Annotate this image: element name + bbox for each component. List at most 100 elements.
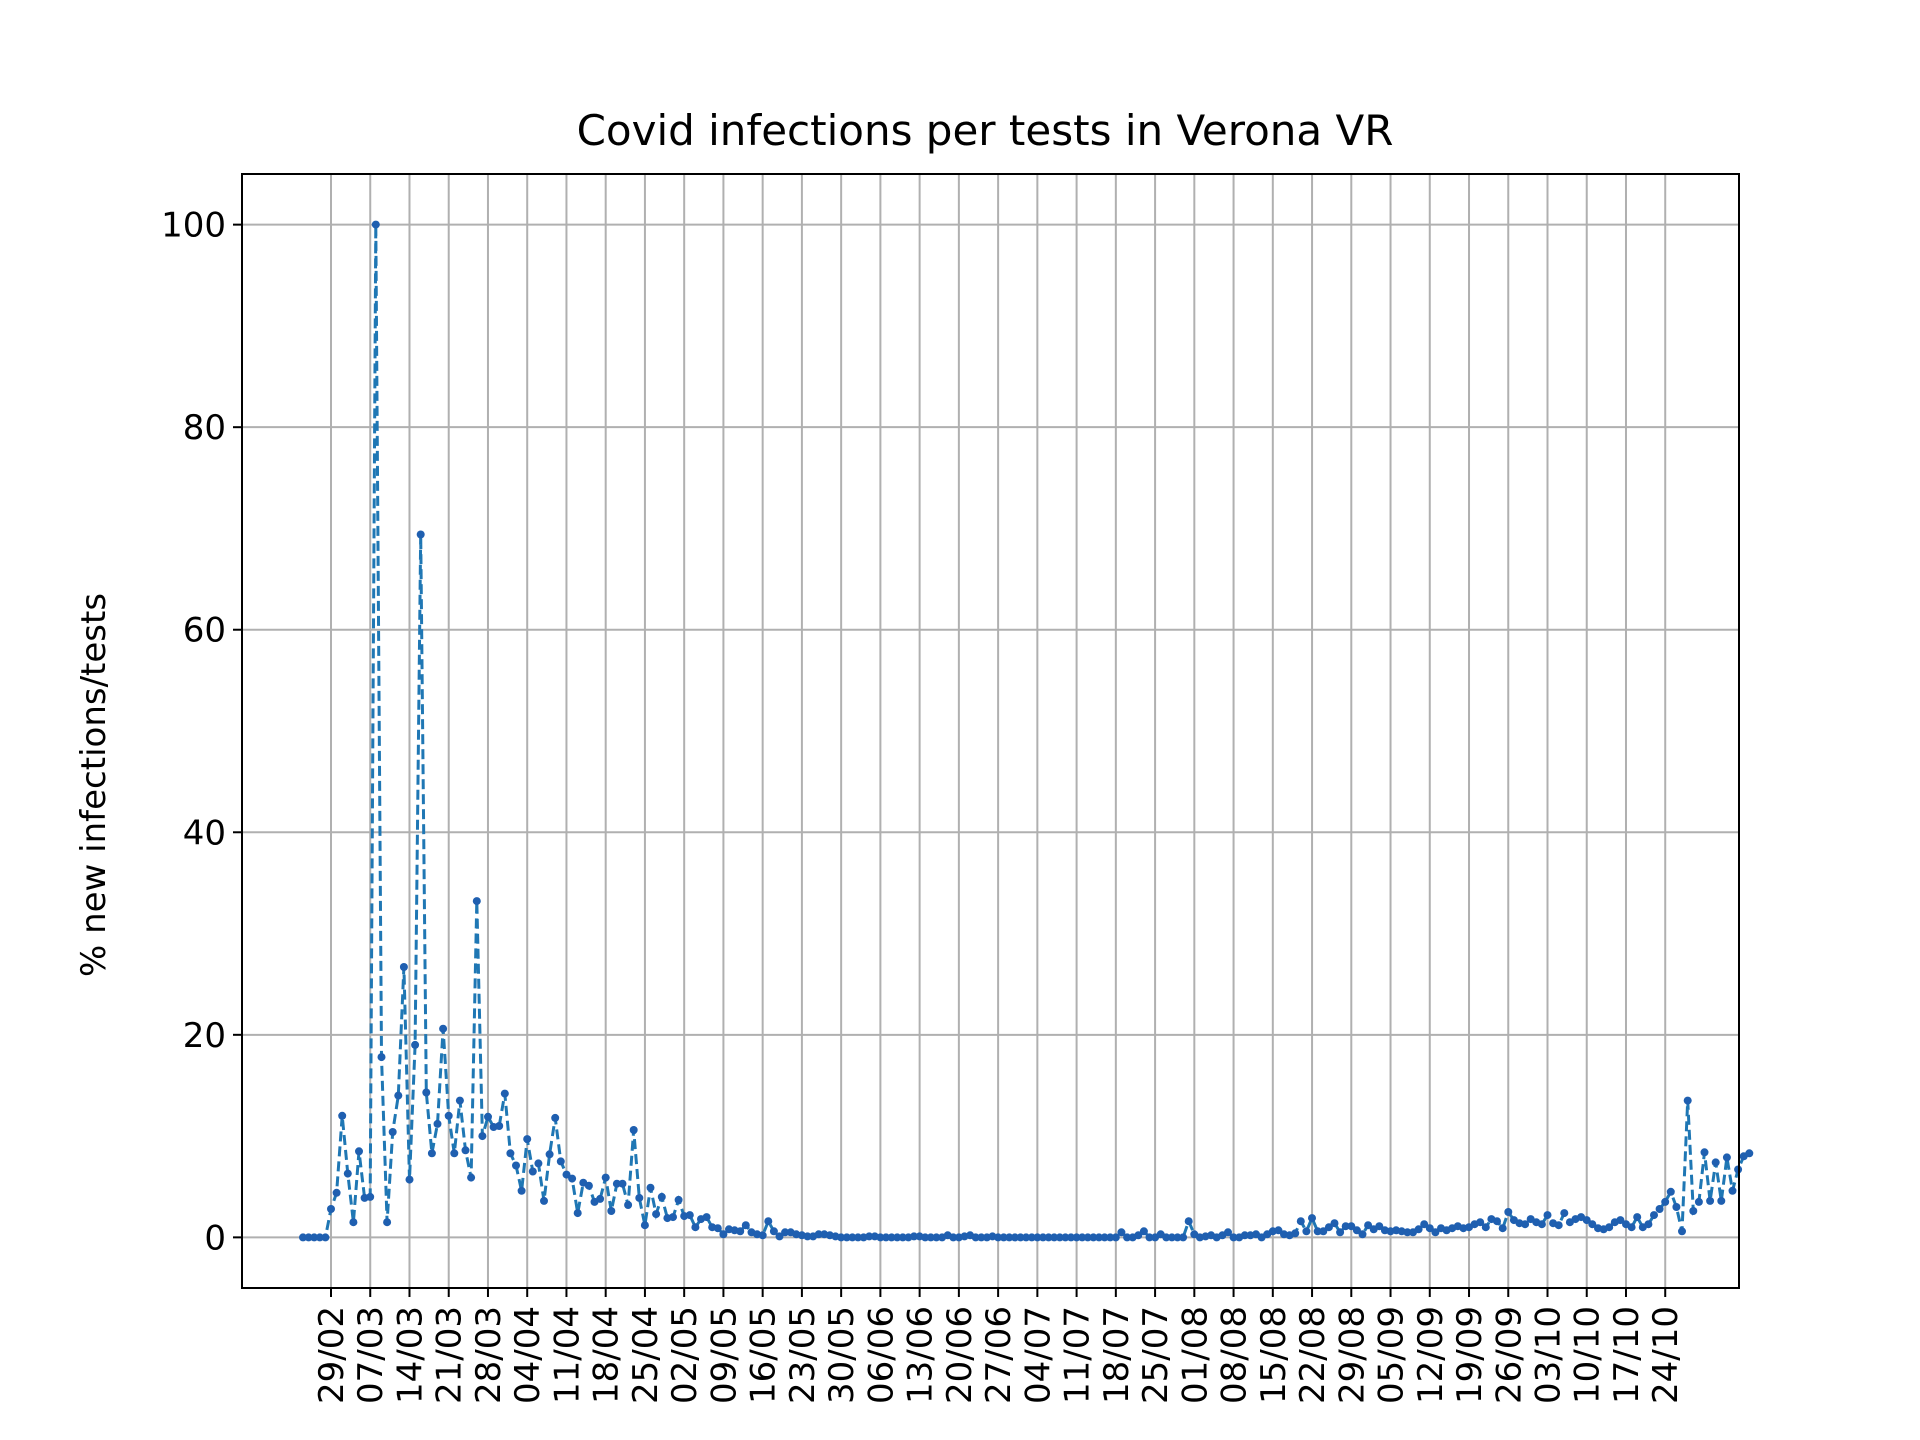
x-axis-ticks: 29/02 07/03 14/03 21/03 28/03 04/04 11/04 18/04…	[312, 1288, 1686, 1404]
data-point	[388, 1128, 397, 1136]
data-point	[1689, 1207, 1698, 1215]
data-point	[1296, 1217, 1305, 1226]
data-point	[455, 1096, 464, 1105]
data-point	[999, 1233, 1008, 1242]
data-point	[1375, 1222, 1384, 1231]
series-line	[303, 224, 1751, 1240]
data-point	[355, 1147, 363, 1156]
y-tick-label: 0	[204, 1218, 226, 1258]
data-point	[512, 1161, 520, 1170]
y-tick-label: 40	[183, 813, 226, 853]
x-tick-label: 04/04	[508, 1306, 548, 1404]
data-point	[1016, 1233, 1025, 1242]
data-point	[1728, 1186, 1737, 1195]
data-point	[635, 1193, 644, 1202]
data-point	[971, 1233, 980, 1242]
y-tick-label: 100	[161, 206, 226, 246]
data-point	[1644, 1220, 1653, 1229]
data-point	[601, 1173, 610, 1182]
data-point	[1504, 1208, 1513, 1216]
data-point	[1706, 1196, 1715, 1205]
data-point	[854, 1233, 862, 1242]
data-point	[736, 1227, 745, 1236]
x-tick-label: 05/09	[1372, 1306, 1412, 1404]
data-point	[926, 1233, 935, 1242]
data-point	[893, 1233, 902, 1242]
data-point	[814, 1230, 823, 1239]
data-point	[803, 1232, 812, 1241]
data-point	[1010, 1233, 1019, 1242]
data-point	[495, 1122, 504, 1130]
x-tick-label: 04/07	[1018, 1306, 1058, 1404]
x-tick-label: 01/08	[1175, 1306, 1215, 1404]
data-point	[1352, 1226, 1361, 1235]
data-point	[921, 1233, 930, 1242]
data-point	[411, 1040, 420, 1049]
data-point	[1302, 1227, 1311, 1236]
data-point	[545, 1150, 554, 1159]
data-point	[1033, 1233, 1042, 1242]
data-point	[1324, 1223, 1333, 1232]
y-gridlines	[242, 223, 1739, 1239]
data-point	[1358, 1230, 1367, 1239]
data-point	[1067, 1233, 1075, 1242]
data-point	[1341, 1222, 1350, 1231]
data-point	[1745, 1149, 1754, 1158]
x-tick-label: 08/08	[1215, 1306, 1255, 1404]
data-point	[1661, 1197, 1670, 1206]
data-point	[422, 1088, 431, 1097]
data-point	[461, 1146, 470, 1155]
data-point	[1717, 1196, 1726, 1205]
x-tick-label: 25/07	[1136, 1306, 1176, 1404]
x-tick-label: 29/02	[312, 1306, 352, 1404]
data-point	[433, 1119, 442, 1128]
data-point	[1027, 1233, 1036, 1242]
data-point	[842, 1233, 851, 1242]
data-point	[781, 1228, 790, 1237]
x-tick-label: 21/03	[430, 1306, 470, 1404]
y-tick-label: 60	[183, 611, 226, 651]
data-point	[573, 1209, 582, 1218]
data-point	[1117, 1228, 1126, 1237]
data-point	[1184, 1217, 1193, 1226]
data-point	[1083, 1233, 1092, 1242]
x-tick-label: 28/03	[469, 1306, 509, 1404]
x-tick-label: 16/05	[744, 1306, 784, 1404]
data-point	[310, 1233, 319, 1242]
data-point	[394, 1091, 403, 1100]
x-tick-label: 20/06	[940, 1306, 980, 1404]
data-point	[1537, 1220, 1546, 1229]
chart-title: Covid infections per tests in Verona VR	[577, 106, 1394, 155]
x-tick-label: 03/10	[1529, 1306, 1569, 1404]
data-point	[500, 1089, 509, 1098]
data-point	[713, 1224, 722, 1233]
data-point	[1274, 1226, 1283, 1235]
data-point	[640, 1221, 649, 1230]
data-point	[1554, 1221, 1563, 1230]
x-tick-label: 07/03	[351, 1306, 391, 1404]
x-tick-label: 09/05	[704, 1306, 744, 1404]
data-point	[1336, 1228, 1345, 1237]
data-point	[1476, 1218, 1485, 1227]
data-point	[528, 1167, 537, 1176]
data-point	[1055, 1233, 1064, 1242]
data-point	[405, 1175, 414, 1184]
data-point	[596, 1194, 605, 1203]
data-point	[837, 1233, 846, 1242]
data-point	[977, 1233, 986, 1242]
data-point	[551, 1113, 560, 1122]
data-point	[848, 1233, 857, 1242]
data-point	[629, 1126, 638, 1134]
data-point	[1145, 1233, 1154, 1242]
data-point	[1089, 1233, 1098, 1242]
data-point	[1095, 1233, 1103, 1242]
data-point	[994, 1233, 1003, 1242]
data-point	[299, 1233, 307, 1242]
data-point	[624, 1201, 633, 1209]
data-point	[1694, 1197, 1703, 1206]
data-point	[1711, 1158, 1720, 1167]
data-point	[1655, 1205, 1664, 1213]
data-point	[882, 1233, 890, 1242]
data-point	[1650, 1211, 1658, 1220]
